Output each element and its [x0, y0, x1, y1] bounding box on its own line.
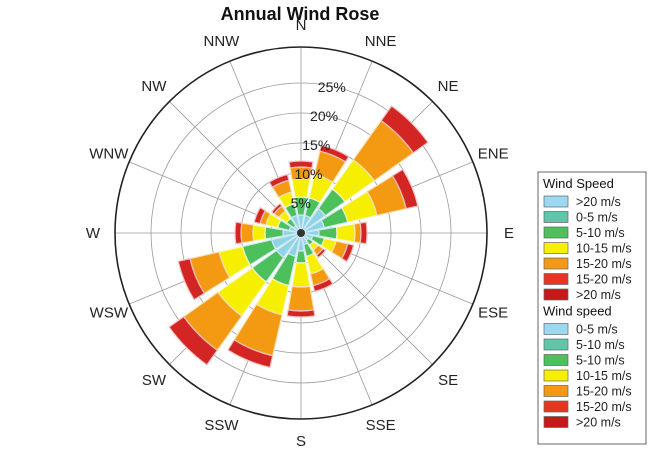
radial-tick-label: 20%	[310, 108, 338, 124]
legend-label: >20 m/s	[576, 416, 621, 430]
legend-swatch	[543, 226, 569, 239]
legend-swatch	[543, 354, 569, 366]
bar-w-band-3	[252, 224, 267, 242]
legend-label: 10-15 m/s	[576, 369, 632, 383]
bar-nnw-band-5	[268, 173, 290, 189]
direction-label-nnw: NNW	[203, 33, 240, 50]
legend-label: >20 m/s	[576, 288, 621, 302]
legend-swatch	[543, 338, 569, 351]
legend-swatch	[543, 242, 569, 254]
legend-heading-1: Wind Speed	[543, 176, 614, 191]
bar-w-band-4	[240, 222, 255, 244]
bar-se-band-5	[315, 247, 327, 259]
legend-label: 5-10 m/s	[576, 226, 625, 240]
direction-labels: N NNE NE ENE E ESE SE SSE S SSW SW WSW W WNW NW NNW	[86, 17, 514, 450]
bar-s-band-4	[287, 285, 315, 312]
legend-swatch	[543, 211, 569, 223]
bar-ene-band-5	[391, 168, 419, 210]
legend-label: 5-10 m/s	[576, 354, 625, 368]
direction-label-nw: NW	[141, 78, 167, 95]
bar-ne-band-5	[380, 105, 429, 154]
radial-tick-label: 5%	[291, 195, 311, 211]
grid-spoke	[300, 232, 433, 365]
legend-label: 10-15 m/s	[576, 242, 632, 256]
legend-swatch	[543, 323, 569, 335]
legend-swatch	[543, 288, 569, 301]
legend-label: 15-20 m/s	[576, 273, 632, 287]
center-hub	[297, 229, 305, 237]
bar-n-band-5	[288, 160, 314, 169]
bar-ese-band-5	[340, 243, 355, 263]
direction-label-se: SE	[438, 372, 458, 389]
direction-label-sse: SSE	[366, 417, 396, 434]
radial-tick-label: 10%	[295, 166, 323, 182]
legend-swatch	[543, 195, 569, 208]
direction-label-e: E	[504, 225, 514, 242]
legend-label: 0-5 m/s	[576, 211, 618, 225]
bar-s-band-5	[286, 309, 316, 318]
legend-swatch	[543, 369, 569, 382]
wind-bars	[168, 105, 429, 369]
legend-swatch	[543, 400, 569, 413]
bar-nw-band-5	[270, 202, 283, 215]
legend-swatch	[543, 416, 569, 428]
direction-label-n: N	[296, 17, 307, 34]
bar-s-band-2	[295, 250, 307, 264]
legend-label: >20 m/s	[576, 195, 621, 209]
direction-label-ene: ENE	[478, 145, 509, 162]
radial-tick-label: 15%	[302, 137, 330, 153]
bar-wsw-band-5	[177, 257, 206, 301]
bar-s-band-3	[291, 261, 311, 288]
direction-label-wsw: WSW	[90, 305, 129, 322]
radial-tick-labels: 5% 10% 15% 20% 25%	[291, 79, 346, 211]
bar-sse-band-5	[312, 277, 334, 293]
legend-label: 15-20 m/s	[576, 400, 632, 414]
bar-w-band-5	[234, 221, 243, 245]
chart-title: Annual Wind Rose	[221, 4, 380, 24]
legend-swatch	[543, 273, 569, 285]
direction-label-wnw: WNW	[89, 145, 129, 162]
direction-label-ese: ESE	[478, 305, 508, 322]
bar-nne-band-5	[319, 144, 350, 163]
legend-label: 15-20 m/s	[576, 257, 632, 271]
legend-label: 5-10 m/s	[576, 338, 625, 352]
outer-ring	[114, 46, 488, 420]
legend: Wind Speed>20 m/s0-5 m/s5-10 m/s10-15 m/…	[537, 171, 647, 445]
legend-label: 15-20 m/s	[576, 385, 632, 399]
direction-label-w: W	[86, 225, 101, 242]
direction-label-nne: NNE	[365, 33, 397, 50]
bar-e-band-5	[359, 221, 368, 245]
bar-e-band-3	[335, 223, 356, 243]
radial-tick-label: 25%	[318, 79, 346, 95]
legend-swatch	[543, 385, 569, 397]
direction-label-ne: NE	[438, 78, 459, 95]
direction-label-sw: SW	[142, 372, 167, 389]
legend-heading-2: Wind speed	[543, 304, 612, 319]
direction-label-ssw: SSW	[204, 417, 239, 434]
direction-label-s: S	[296, 433, 306, 450]
bar-ssw-band-5	[227, 339, 274, 369]
bar-wnw-band-5	[253, 206, 267, 225]
legend-swatch	[543, 257, 569, 270]
bar-sw-band-5	[168, 315, 219, 366]
bar-e-band-4	[353, 222, 362, 244]
legend-label: 0-5 m/s	[576, 323, 618, 337]
